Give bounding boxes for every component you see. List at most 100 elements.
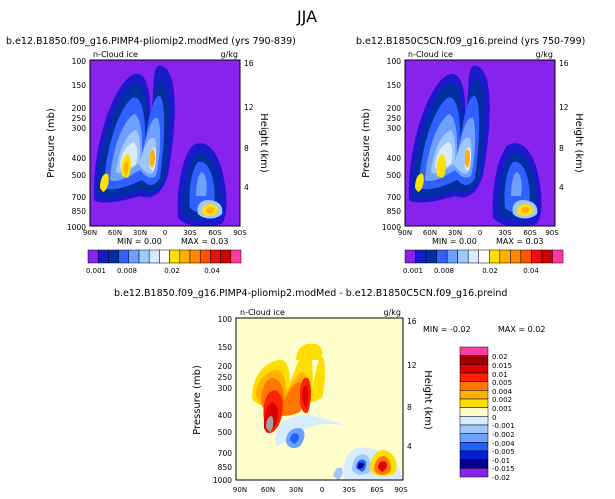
colorbar-label: -0.015 <box>492 465 515 473</box>
y2-tick: 4 <box>407 442 412 451</box>
colorbar-swatch <box>459 390 489 400</box>
colorbar-label: 0.04 <box>523 267 539 275</box>
panel-title: b.e12.B1850C5CN.f09_g16.preind (yrs 750-… <box>356 36 585 47</box>
y-tick: 200 <box>387 104 402 113</box>
colorbar-swatch <box>459 450 489 460</box>
y-tick: 400 <box>72 154 87 163</box>
colorbar-label: 0.02 <box>492 353 508 361</box>
colorbar-label: 0.02 <box>482 267 498 275</box>
y-axis-ticks: 100 150 200 250 300 400 500 700 850 1000 <box>67 57 86 232</box>
y-tick: 400 <box>387 154 402 163</box>
page-title: JJA <box>296 7 317 26</box>
colorbar-swatch <box>199 249 211 264</box>
colorbar-swatch <box>531 249 543 264</box>
contour-field <box>405 60 555 226</box>
colorbar-label: -0.02 <box>492 474 510 482</box>
colorbar-swatch <box>108 249 119 264</box>
max-value: MAX = 0.02 <box>498 325 545 334</box>
y-tick: 100 <box>387 57 402 66</box>
colorbar-swatch <box>459 398 489 408</box>
y-tick: 250 <box>387 114 402 123</box>
y-tick: 300 <box>387 124 402 133</box>
y2-tick: 16 <box>559 59 569 68</box>
y-axis-label: Pressure (mb) <box>192 365 203 435</box>
y-tick: 850 <box>387 207 402 216</box>
colorbar-swatch <box>478 249 490 264</box>
y2-axis-label: Height (km) <box>422 370 433 430</box>
y-tick: 200 <box>218 362 233 371</box>
colorbar-swatch <box>87 249 99 264</box>
colorbar-label: 0.008 <box>434 267 454 275</box>
colorbar-swatch <box>97 249 109 264</box>
colorbar-label: 0.004 <box>492 388 513 396</box>
units-label: g/kg <box>536 50 553 59</box>
y-tick: 250 <box>72 114 87 123</box>
y-tick: 700 <box>72 193 87 202</box>
colorbar-label: -0.004 <box>492 440 515 448</box>
y-tick: 100 <box>218 315 233 324</box>
y2-tick: 8 <box>559 144 564 153</box>
colorbar-labels: 0.02 0.015 0.01 0.005 0.004 0.002 0.001 … <box>492 353 515 482</box>
min-value: MIN = -0.02 <box>423 325 471 334</box>
y-tick: 700 <box>218 449 233 458</box>
x-tick: 60S <box>523 229 537 237</box>
y-axis-label: Pressure (mb) <box>361 108 372 178</box>
colorbar-label: 0.005 <box>492 379 512 387</box>
units-label: g/kg <box>221 50 238 59</box>
y-tick: 1000 <box>213 476 232 485</box>
colorbar-swatch <box>459 424 489 434</box>
colorbar-label: -0.005 <box>492 448 515 456</box>
colorbar-swatch <box>404 249 416 264</box>
panel-preind-field: b.e12.B1850C5CN.f09_g16.preind (yrs 750-… <box>356 36 585 275</box>
x-tick: 60S <box>370 486 384 494</box>
colorbar-swatch <box>118 249 130 264</box>
colorbar-label: 0.001 <box>492 405 512 413</box>
colorbar-swatch <box>159 249 170 264</box>
colorbar-label: 0.001 <box>403 267 423 275</box>
panel-title: b.e12.B1850.f09_g16.PIMP4-pliomip2.modMe… <box>6 36 296 47</box>
x-tick: 60N <box>423 229 437 237</box>
y-tick: 500 <box>72 171 87 180</box>
colorbar-swatch <box>459 355 489 365</box>
colorbar-swatch <box>552 249 564 264</box>
panel-difference: b.e12.B1850.f09_g16.PIMP4-pliomip2.modMe… <box>114 288 545 494</box>
colorbar-swatch <box>436 249 448 264</box>
colorbar-swatch <box>467 249 479 264</box>
panel-title: b.e12.B1850.f09_g16.PIMP4-pliomip2.modMe… <box>114 288 507 299</box>
y2-axis-ticks: 16 12 8 4 <box>559 59 569 192</box>
x-tick: 90S <box>545 229 559 237</box>
field-label: n-Cloud ice <box>408 50 453 59</box>
colorbar-swatch <box>415 249 427 264</box>
y-tick: 850 <box>72 207 87 216</box>
y-tick: 150 <box>387 81 402 90</box>
colorbar-swatch <box>459 433 489 443</box>
colorbar-label: -0.001 <box>492 422 515 430</box>
colorbar-swatch <box>128 249 140 264</box>
colorbar-swatch <box>138 249 150 264</box>
x-tick: 90S <box>394 486 408 494</box>
y-tick: 400 <box>218 411 233 420</box>
colorbar-swatch <box>459 416 489 426</box>
x-tick: 30N <box>289 486 303 494</box>
x-tick: 0 <box>320 486 324 494</box>
colorbar-swatch <box>459 468 489 478</box>
field-label: n-Cloud ice <box>93 50 138 59</box>
colorbar-swatch <box>459 381 489 391</box>
colorbar-swatch <box>220 249 232 264</box>
colorbar-swatch <box>148 249 160 264</box>
colorbar-swatch <box>425 249 437 264</box>
colorbar-swatch <box>499 249 511 264</box>
colorbar-swatch <box>459 372 489 382</box>
colorbar-label: 0.01 <box>492 371 508 379</box>
colorbar-labels: 0.001 0.008 0.02 0.04 <box>403 267 539 275</box>
y2-tick: 12 <box>559 103 569 112</box>
y-tick: 700 <box>387 193 402 202</box>
max-value: MAX = 0.03 <box>496 237 543 246</box>
colorbar-label: -0.002 <box>492 431 515 439</box>
colorbar-swatch <box>446 249 458 264</box>
colorbar-swatch <box>520 249 532 264</box>
colorbar-label: 0 <box>492 414 496 422</box>
x-tick: 0 <box>163 229 167 237</box>
colorbar <box>87 249 242 264</box>
colorbar <box>404 249 564 264</box>
